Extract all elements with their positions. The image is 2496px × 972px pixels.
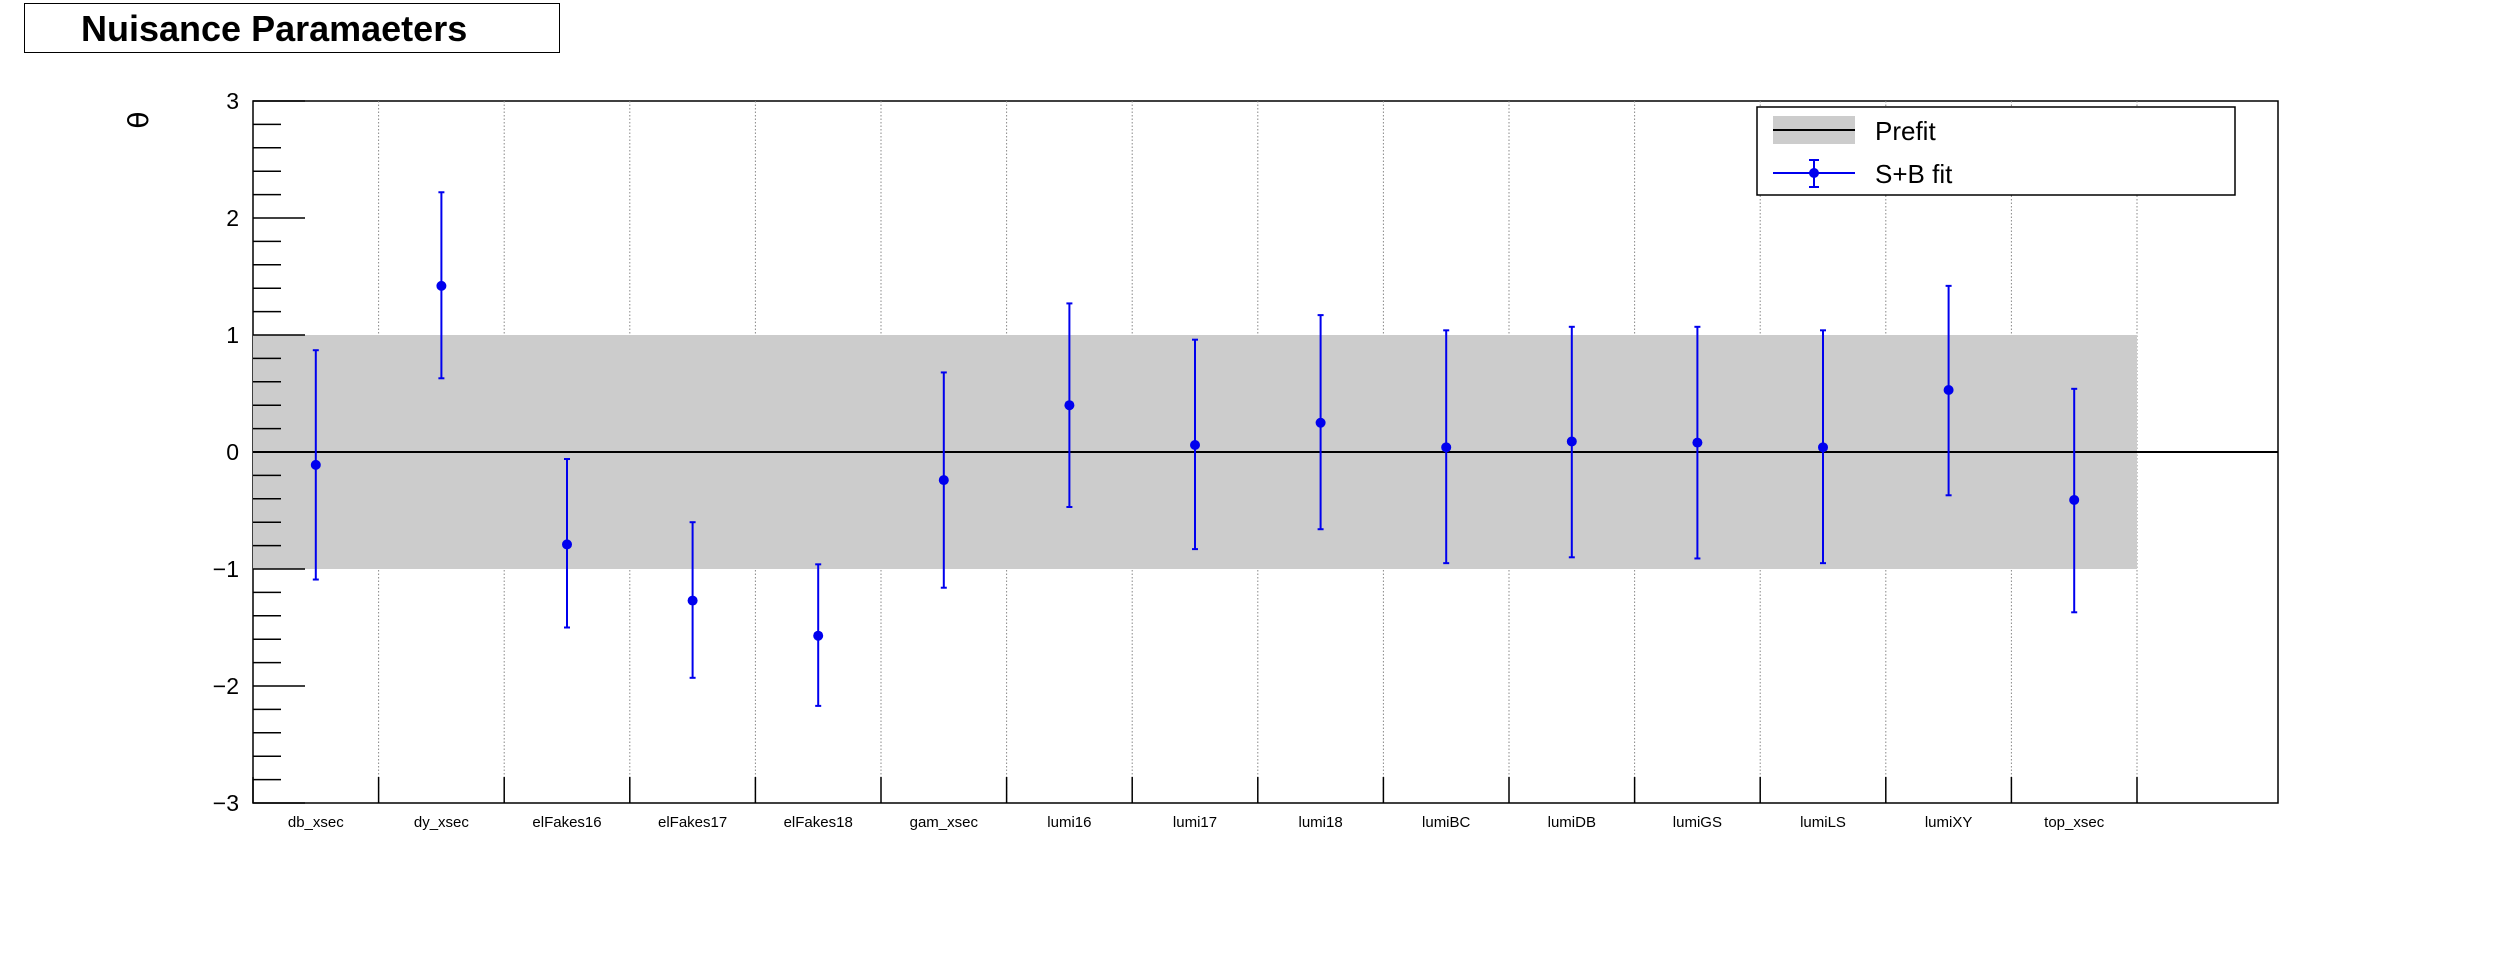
x-tick-label: lumiLS bbox=[1800, 814, 1846, 831]
y-tick-label: −3 bbox=[213, 790, 239, 816]
x-tick-label: dy_xsec bbox=[414, 814, 470, 831]
x-tick-label: lumi18 bbox=[1299, 814, 1343, 831]
y-tick-label: 2 bbox=[226, 205, 239, 231]
data-point bbox=[1818, 442, 1828, 453]
data-point bbox=[1943, 384, 1954, 395]
y-tick-label: −1 bbox=[213, 556, 239, 582]
data-point bbox=[1441, 442, 1452, 453]
legend-fit-marker bbox=[1809, 168, 1819, 178]
data-point bbox=[687, 595, 698, 606]
data-point bbox=[1315, 417, 1326, 428]
data-point bbox=[1692, 437, 1703, 448]
data-point bbox=[1566, 436, 1577, 447]
legend-prefit-label: Prefit bbox=[1875, 116, 1936, 146]
y-tick-label: 0 bbox=[226, 439, 239, 465]
data-point bbox=[2069, 494, 2080, 505]
x-tick-label: lumiXY bbox=[1925, 814, 1973, 831]
x-tick-label: elFakes16 bbox=[532, 814, 601, 831]
x-tick-labels: db_xsec dy_xsec elFakes16 elFakes17 elFakes1… bbox=[252, 777, 2138, 831]
data-point bbox=[813, 630, 824, 641]
legend: Prefit S+B fit bbox=[1756, 106, 2236, 196]
x-tick-label: lumiGS bbox=[1673, 814, 1722, 831]
data-point bbox=[310, 459, 321, 470]
data-point bbox=[562, 539, 572, 550]
prefit-band-layer bbox=[253, 335, 2278, 569]
data-point bbox=[1190, 439, 1200, 450]
data-point bbox=[436, 280, 447, 291]
x-tick-label: lumiDB bbox=[1548, 814, 1596, 831]
x-tick-label: gam_xsec bbox=[910, 814, 979, 831]
x-tick-label: elFakes18 bbox=[784, 814, 853, 831]
y-tick-label: 3 bbox=[226, 88, 239, 114]
y-axis-label: θ bbox=[122, 111, 155, 128]
x-tick-label: elFakes17 bbox=[658, 814, 727, 831]
x-tick-label: lumiBC bbox=[1422, 814, 1471, 831]
chart-title: Nuisance Paramaeters bbox=[24, 3, 560, 53]
y-tick-label: −2 bbox=[213, 673, 239, 699]
data-point bbox=[938, 475, 949, 486]
data-point bbox=[1064, 400, 1075, 411]
y-tick-label: 1 bbox=[226, 322, 239, 348]
x-tick-label: db_xsec bbox=[288, 814, 344, 831]
x-tick-label: top_xsec bbox=[2044, 814, 2105, 831]
y-axis: −3 −2 −1 0 1 2 3 bbox=[213, 88, 305, 816]
legend-fit-label: S+B fit bbox=[1875, 159, 1953, 189]
fit-points bbox=[310, 191, 2080, 707]
x-tick-label: lumi16 bbox=[1047, 814, 1091, 831]
x-tick-label: lumi17 bbox=[1173, 814, 1217, 831]
